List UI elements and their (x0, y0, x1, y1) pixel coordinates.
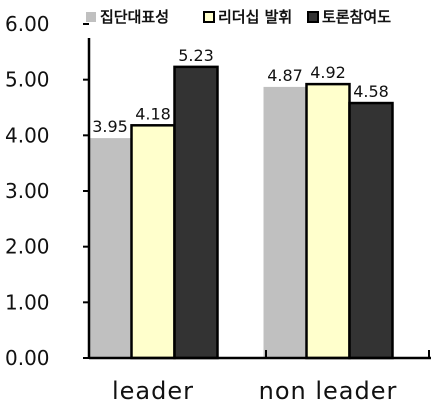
legend: 집단대표성 리더십 발휘 토론참여도 (86, 8, 391, 26)
legend-label: 토론참여도 (322, 8, 391, 26)
bar-non-leader-2 (305, 82, 351, 360)
y-axis-ticks: 0.00 1.00 2.00 3.00 4.00 5.00 6.00 (5, 12, 50, 370)
legend-swatch (307, 11, 319, 23)
category-label-non-leader: non leader (259, 377, 398, 405)
y-tick-label: 5.00 (5, 68, 50, 92)
legend-label: 집단대표성 (100, 8, 169, 26)
category-labels: leader non leader (112, 377, 398, 405)
legend-swatch (86, 12, 96, 22)
bar-leader-2 (130, 124, 176, 360)
category-label-leader: leader (112, 377, 194, 405)
y-tick-label: 6.00 (5, 12, 50, 36)
value-label: 4.92 (310, 63, 346, 82)
y-tick-label: 1.00 (5, 290, 50, 314)
y-tick-label: 0.00 (5, 346, 50, 370)
value-label: 4.18 (135, 104, 171, 123)
value-label: 5.23 (178, 46, 214, 65)
y-tick-label: 2.00 (5, 235, 50, 259)
value-label: 4.58 (353, 82, 389, 101)
legend-swatch (203, 11, 215, 23)
axes (83, 23, 431, 360)
y-tick-label: 3.00 (5, 179, 50, 203)
value-labels: 3.95 4.18 5.23 4.87 4.92 4.58 (92, 46, 389, 136)
bar-leader-1 (88, 138, 132, 358)
legend-label: 리더십 발휘 (218, 8, 292, 26)
y-tick-label: 4.00 (5, 123, 50, 147)
bars (88, 65, 394, 360)
value-label: 3.95 (92, 117, 128, 136)
value-label: 4.87 (267, 66, 303, 85)
bar-non-leader-3 (348, 101, 394, 360)
bar-non-leader-1 (263, 86, 307, 359)
bar-leader-3 (173, 65, 219, 360)
